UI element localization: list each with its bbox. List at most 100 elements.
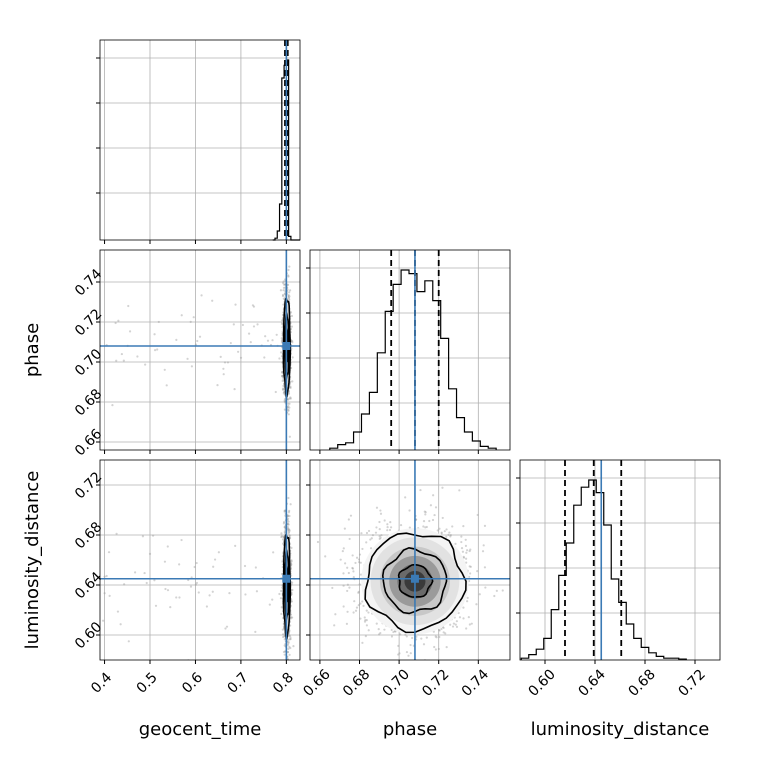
sample-point: [423, 510, 426, 513]
sample-point: [369, 538, 372, 541]
outlier-point: [144, 363, 147, 366]
sample-point: [341, 550, 344, 553]
sample-point: [287, 405, 290, 408]
sample-point: [288, 536, 292, 540]
sample-point: [462, 555, 465, 558]
outlier-point: [175, 596, 178, 599]
sample-point: [408, 509, 411, 512]
sample-point: [438, 635, 441, 639]
y-axis-title-phase: phase: [22, 323, 43, 377]
sample-point: [428, 519, 431, 523]
x-tick-label: 0.7: [225, 670, 252, 697]
sample-point: [286, 650, 290, 654]
sample-point: [386, 523, 389, 526]
outlier-point: [229, 341, 232, 345]
contour-inner: [397, 563, 434, 598]
sample-point: [290, 560, 293, 563]
sample-point: [287, 523, 290, 526]
sample-point: [287, 662, 289, 664]
sample-point: [288, 265, 291, 268]
sample-point: [375, 526, 378, 529]
sample-point: [451, 625, 455, 628]
sample-point: [424, 526, 427, 529]
outlier-point: [156, 348, 159, 351]
sample-point: [346, 589, 349, 593]
sample-point: [389, 526, 393, 529]
outlier-point: [222, 373, 225, 376]
sample-point: [286, 514, 290, 518]
sample-point: [379, 509, 382, 512]
sample-point: [429, 504, 433, 507]
sample-point: [289, 637, 292, 641]
sample-point: [287, 527, 290, 531]
outlier-point: [151, 534, 155, 537]
sample-point: [433, 513, 436, 517]
outlier-point: [241, 323, 244, 327]
sample-point: [464, 538, 467, 541]
sample-point: [324, 555, 327, 558]
panel-frame: [99, 249, 301, 451]
sample-point: [288, 638, 291, 641]
outlier-point: [266, 339, 270, 342]
sample-point: [378, 520, 381, 524]
x-tick-label: 0.68: [340, 666, 373, 699]
sample-point: [364, 618, 367, 622]
sample-point: [280, 339, 284, 342]
sample-point: [290, 600, 293, 603]
sample-point: [458, 616, 462, 619]
outlier-point: [127, 640, 130, 643]
outlier-point: [163, 368, 166, 371]
sample-point: [281, 371, 284, 374]
sample-point: [284, 661, 286, 663]
sample-point: [464, 557, 468, 560]
sample-point: [282, 522, 285, 525]
sample-point: [378, 633, 381, 636]
x-axis-title-phase: phase: [383, 719, 437, 740]
outlier-point: [101, 619, 105, 622]
scatter-panel-phase-vs-luminosity_distance: 0.66 0.68 0.70 0.72 0.74: [300, 459, 511, 700]
sample-point: [282, 650, 286, 654]
panel-content: [100, 250, 300, 450]
outlier-point: [274, 390, 277, 394]
outlier-point: [195, 581, 199, 585]
outlier-point: [233, 388, 236, 391]
sample-point: [288, 529, 291, 532]
sample-point: [290, 325, 293, 328]
outlier-point: [247, 332, 251, 335]
panel-background: [100, 460, 300, 660]
outlier-point: [164, 587, 167, 591]
sample-point: [445, 535, 448, 538]
sample-point: [359, 561, 362, 564]
sample-point: [283, 525, 286, 529]
sample-point: [281, 379, 284, 383]
sample-point: [357, 604, 360, 607]
sample-point: [290, 616, 293, 619]
sample-point: [461, 550, 465, 553]
sample-point: [441, 516, 444, 520]
sample-point: [440, 627, 443, 631]
sample-point: [279, 597, 283, 600]
sample-point: [365, 541, 368, 544]
sample-point: [287, 642, 290, 645]
outlier-point: [275, 333, 278, 336]
sample-point: [283, 509, 286, 512]
sample-point: [280, 606, 283, 609]
sample-point: [280, 337, 283, 340]
sample-point: [288, 530, 291, 533]
sample-point: [289, 396, 292, 399]
sample-point: [283, 526, 287, 529]
sample-point: [363, 620, 367, 623]
outlier-point: [153, 349, 157, 352]
sample-point: [365, 609, 368, 612]
outlier-point: [271, 598, 274, 601]
outlier-point: [127, 304, 130, 308]
sample-point: [377, 628, 380, 631]
sample-point: [410, 662, 412, 664]
sample-point: [466, 600, 469, 603]
sample-point: [278, 357, 281, 360]
panel-content: [100, 460, 300, 664]
x-tick-label: 0.70: [380, 666, 413, 699]
panel-background: [310, 250, 510, 450]
outlier-point: [268, 603, 271, 606]
